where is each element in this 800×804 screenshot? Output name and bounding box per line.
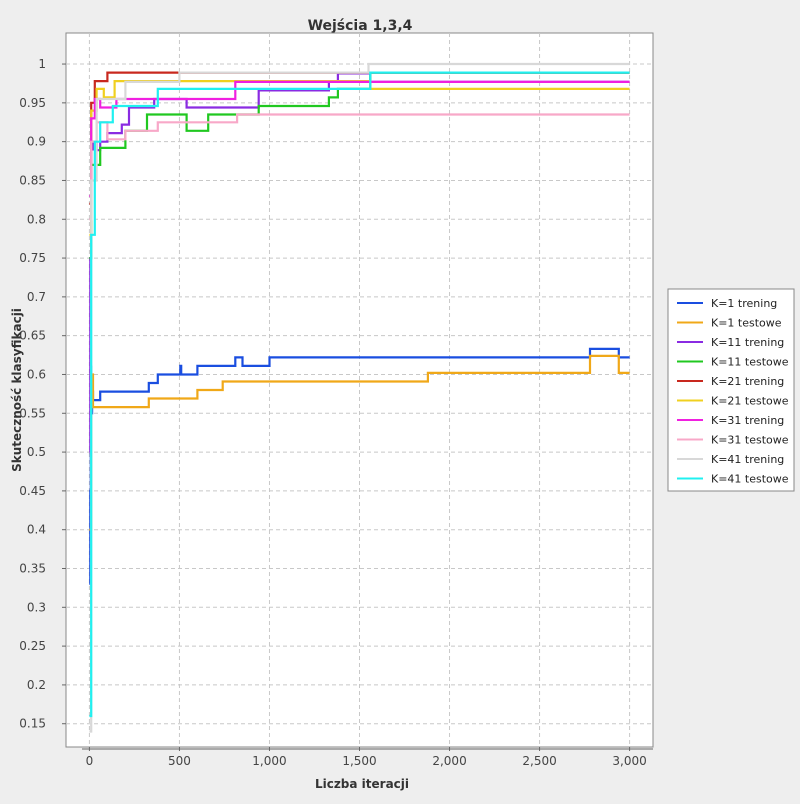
series-line-1 <box>89 354 630 531</box>
y-tick-label: 0.15 <box>19 717 46 731</box>
y-tick-label: 0.8 <box>27 212 46 226</box>
y-tick-label: 0.35 <box>19 562 46 576</box>
legend-label: K=31 testowe <box>711 434 789 447</box>
series-line-6 <box>89 80 630 198</box>
x-tick-label: 3,000 <box>612 754 646 768</box>
legend-label: K=41 testowe <box>711 473 789 486</box>
x-tick-label: 2,500 <box>522 754 556 768</box>
x-tick-label: 2,000 <box>432 754 466 768</box>
y-tick-label: 0.2 <box>27 678 46 692</box>
y-tick-label: 1 <box>38 57 46 71</box>
legend-label: K=21 testowe <box>711 395 789 408</box>
y-tick-label: 0.6 <box>27 367 46 381</box>
y-tick-label: 0.7 <box>27 290 46 304</box>
y-tick-label: 0.45 <box>19 484 46 498</box>
grid-lines <box>66 33 653 747</box>
legend-label: K=41 trening <box>711 453 784 466</box>
legend-label: K=21 trening <box>711 375 784 388</box>
y-axis-label: Skuteczność klasyfikacji <box>10 308 24 472</box>
y-tick-label: 0.75 <box>19 251 46 265</box>
y-tick-label: 0.55 <box>19 406 46 420</box>
chart-title: Wejścia 1,3,4 <box>308 18 413 34</box>
legend-label: K=1 trening <box>711 297 777 310</box>
axes: 0 500 1,000 1,500 2,000 2,500 3,000 0.15 0.2 0.25… <box>19 57 653 768</box>
y-tick-label: 0.9 <box>27 135 46 149</box>
y-tick-label: 0.5 <box>27 445 46 459</box>
y-tick-label: 0.3 <box>27 600 46 614</box>
y-tick-label: 0.85 <box>19 173 46 187</box>
x-tick-label: 1,500 <box>342 754 376 768</box>
x-tick-label: 1,000 <box>252 754 286 768</box>
y-tick-label: 0.65 <box>19 329 46 343</box>
series-line-3 <box>89 71 630 260</box>
legend: K=1 trening K=1 testowe K=11 trening K=11 t… <box>667 288 795 492</box>
x-axis-label: Liczba iteracji <box>315 777 409 791</box>
x-tick-label: 0 <box>86 754 94 768</box>
legend-label: K=31 trening <box>711 414 784 427</box>
legend-label: K=11 testowe <box>711 356 789 369</box>
x-tick-label: 500 <box>168 754 191 768</box>
legend-label: K=11 trening <box>711 336 784 349</box>
series-line-7 <box>89 113 630 221</box>
series-line-9 <box>89 71 630 718</box>
y-tick-label: 0.25 <box>19 639 46 653</box>
y-tick-label: 0.4 <box>27 523 46 537</box>
y-tick-label: 0.95 <box>19 96 46 110</box>
legend-label: K=1 testowe <box>711 317 782 330</box>
series-lines <box>89 62 630 733</box>
